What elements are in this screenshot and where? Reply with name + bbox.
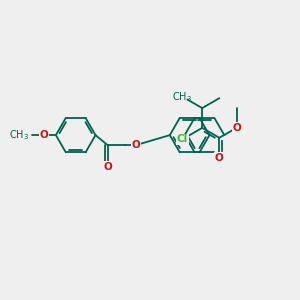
Text: O: O (215, 153, 224, 163)
Text: Cl: Cl (177, 134, 188, 144)
Text: O: O (232, 123, 241, 133)
Text: O: O (132, 140, 141, 150)
Text: O: O (40, 130, 48, 140)
Text: CH$_3$: CH$_3$ (9, 128, 29, 142)
Text: CH$_3$: CH$_3$ (172, 90, 193, 104)
Text: O: O (103, 162, 112, 172)
